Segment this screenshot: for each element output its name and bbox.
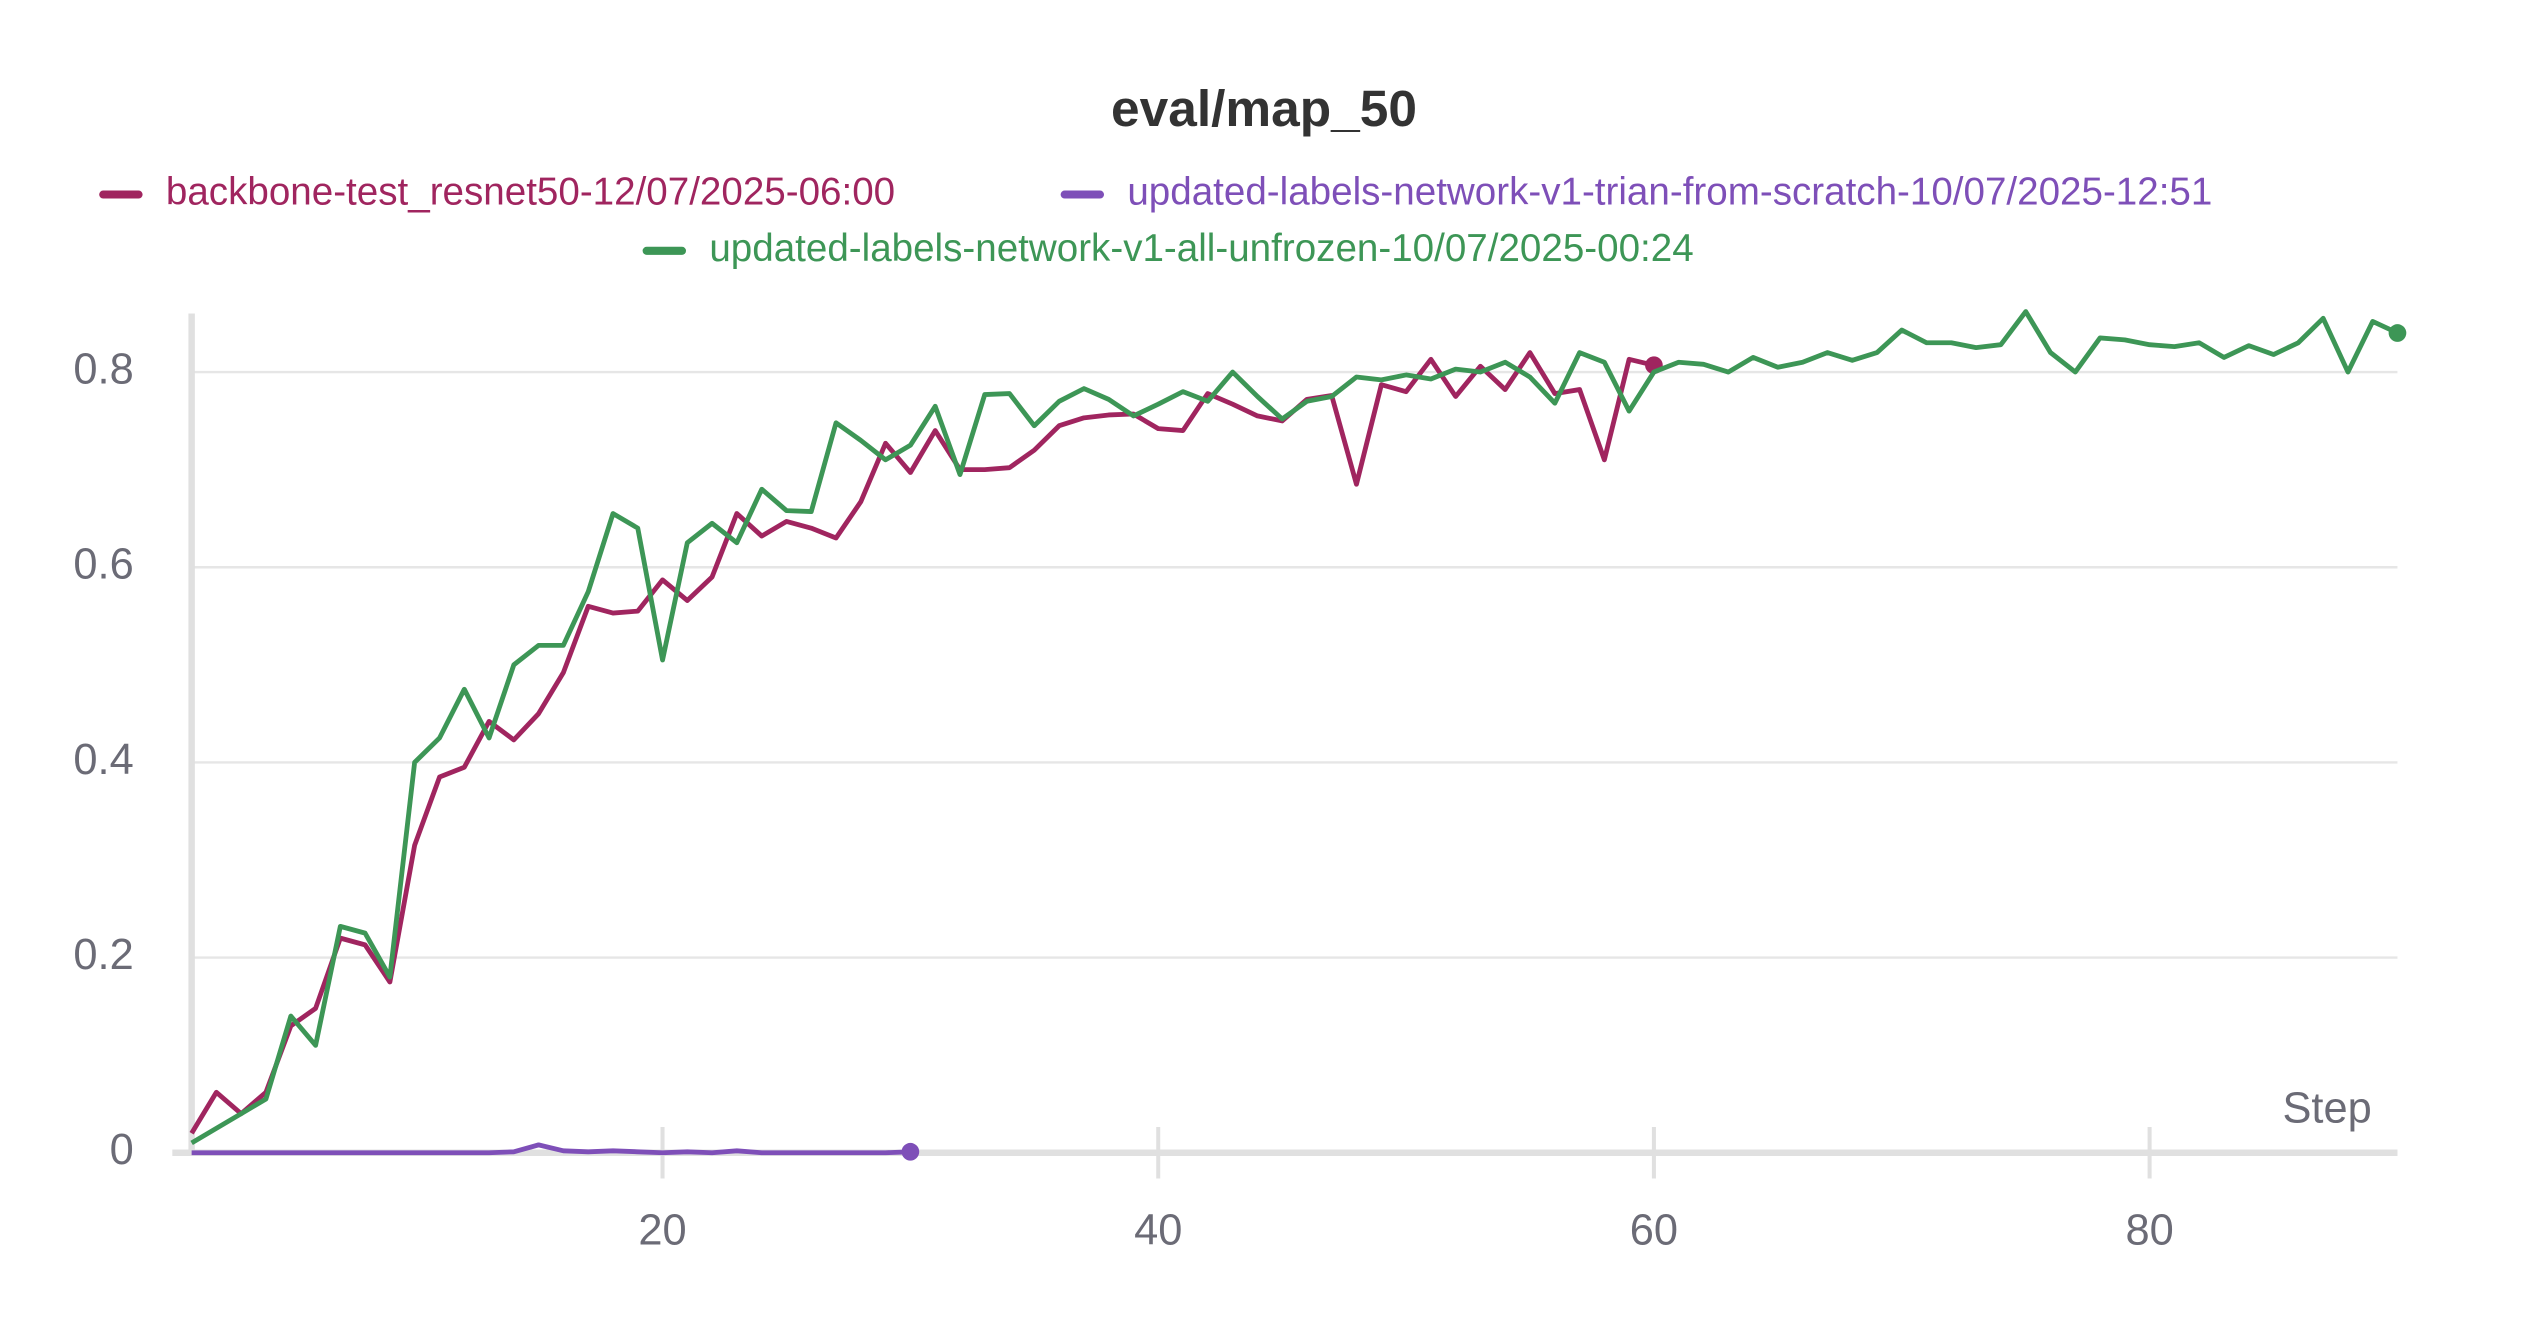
x-tick-label: 80 (2125, 1207, 2173, 1255)
y-tick-label: 0.4 (73, 736, 133, 784)
chart-title: eval/map_50 (1111, 79, 1417, 137)
y-tick-label: 0 (110, 1126, 134, 1174)
series-line (189, 350, 1655, 1135)
y-tick-label: 0.8 (73, 346, 133, 394)
legend-label: updated-labels-network-v1-all-unfrozen-1… (709, 227, 1693, 270)
legend-label: backbone-test_resnet50-12/07/2025-06:00 (166, 171, 895, 214)
end-point (2388, 324, 2407, 342)
x-tick-label: 40 (1134, 1207, 1182, 1255)
series-line (191, 1142, 911, 1156)
x-axis-label: Step (2282, 1084, 2371, 1132)
end-point (901, 1142, 920, 1161)
y-tick-label: 0.6 (73, 541, 133, 589)
x-tick-label: 60 (1630, 1207, 1678, 1255)
x-tick-label: 20 (638, 1207, 686, 1255)
legend-label: updated-labels-network-v1-trian-from-scr… (1127, 171, 2212, 214)
series-line (190, 309, 2399, 1146)
y-tick-label: 0.2 (73, 931, 133, 979)
